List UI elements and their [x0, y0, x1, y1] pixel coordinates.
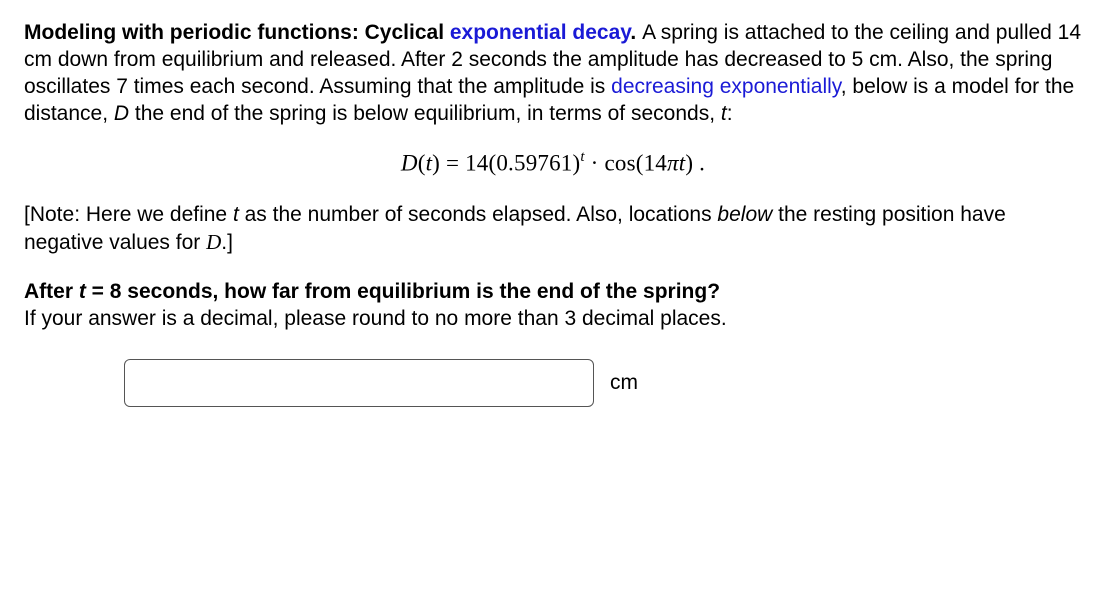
answer-unit: cm	[610, 371, 638, 395]
eq-mid: ) = 14(0.59761)	[432, 150, 580, 175]
intro-var-D: D	[114, 102, 129, 125]
eq-open: (	[418, 150, 426, 175]
intro-body2c: :	[727, 102, 733, 125]
q-eq: = 8	[86, 280, 122, 303]
question-block: After t = 8 seconds, how far from equili…	[24, 279, 1082, 333]
eq-end: ) .	[685, 150, 705, 175]
eq-sup-t: t	[580, 149, 584, 165]
problem-intro: Modeling with periodic functions: Cyclic…	[24, 20, 1082, 128]
note-D: D	[206, 230, 221, 254]
intro-link2: decreasing exponentially	[611, 75, 841, 98]
answer-input[interactable]	[124, 359, 594, 407]
answer-row: cm	[124, 359, 1082, 407]
intro-lead-link: exponential decay	[450, 21, 631, 44]
intro-body2b: the end of the spring is below equilibri…	[129, 102, 721, 125]
q-t: t	[79, 280, 86, 303]
q-rest: seconds, how far from equilibrium is the…	[121, 280, 720, 303]
note-below: below	[717, 203, 772, 226]
eq-pi: π	[667, 150, 679, 175]
eq-dot: · cos(14	[585, 150, 667, 175]
intro-lead-bold: Modeling with periodic functions: Cyclic…	[24, 21, 450, 44]
problem-note: [Note: Here we define t as the number of…	[24, 202, 1082, 257]
eq-D: D	[401, 150, 418, 175]
note-mid1: as the number of seconds elapsed. Also, …	[239, 203, 718, 226]
q-after: After	[24, 280, 79, 303]
note-close: .]	[221, 231, 233, 254]
intro-lead-period: .	[630, 21, 642, 44]
model-equation: D(t) = 14(0.59761)t · cos(14πt) .	[24, 150, 1082, 177]
note-open: [Note: Here we define	[24, 203, 233, 226]
q-round: If your answer is a decimal, please roun…	[24, 307, 727, 330]
